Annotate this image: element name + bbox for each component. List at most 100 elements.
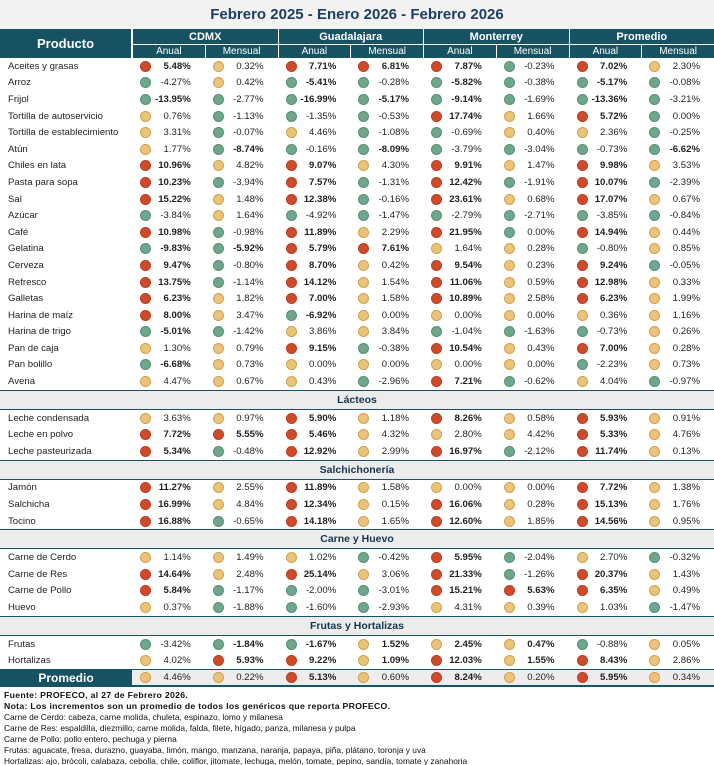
value-label: 1.09% <box>381 655 409 667</box>
table-row: Arroz -4.27% 0.42% -5.41% -0.28% -5.82% -0.38%… <box>0 75 714 92</box>
table-row: Harina de trigo -5.01% -1.42% 3.86% 3.84% -1.… <box>0 324 714 341</box>
yellow-status-dot-icon <box>212 482 224 494</box>
value-label: 5.79% <box>309 243 337 255</box>
value-label: 12.92% <box>303 445 337 457</box>
red-status-dot-icon <box>285 276 297 288</box>
yellow-status-dot-icon <box>212 359 224 371</box>
yellow-status-dot-icon <box>503 359 515 371</box>
red-status-dot-icon <box>212 655 224 667</box>
value-label: 3.31% <box>163 127 191 139</box>
value-label: 3.47% <box>236 309 264 321</box>
value-cell: -0.65% <box>205 513 278 530</box>
red-status-dot-icon <box>285 412 297 424</box>
value-cell: 0.00% <box>350 307 423 324</box>
value-cell: 2.70% <box>569 549 642 566</box>
product-name: Pasta para sopa <box>8 176 78 188</box>
value-label: 0.00% <box>672 110 700 122</box>
value-cell: -1.26% <box>496 566 569 583</box>
value-cell: -1.14% <box>205 274 278 291</box>
green-status-dot-icon <box>649 602 661 614</box>
value-cell: 0.28% <box>641 340 714 357</box>
value-label: 9.24% <box>600 259 628 271</box>
value-cell: -2.00% <box>278 583 351 600</box>
value-label: 0.44% <box>672 226 700 238</box>
value-label: 9.47% <box>163 259 191 271</box>
value-cell: 1.77% <box>132 141 205 158</box>
value-cell: -9.14% <box>423 91 496 108</box>
value-cell: -5.17% <box>350 91 423 108</box>
value-cell: 1.49% <box>205 549 278 566</box>
value-cell: -2.96% <box>350 373 423 390</box>
value-cell: 2.30% <box>641 58 714 75</box>
red-status-dot-icon <box>431 445 442 457</box>
green-status-dot-icon <box>140 359 151 371</box>
value-cell: 12.38% <box>278 191 351 208</box>
yellow-status-dot-icon <box>649 672 661 683</box>
green-status-dot-icon <box>358 376 370 388</box>
value-label: 0.97% <box>236 412 264 424</box>
value-label: 0.00% <box>381 309 409 321</box>
value-cell: 5.79% <box>278 241 351 258</box>
value-label: 1.65% <box>381 515 409 527</box>
value-label: 6.81% <box>381 60 409 72</box>
red-status-dot-icon <box>140 276 151 288</box>
value-label: -1.88% <box>233 602 264 614</box>
value-label: 0.39% <box>527 602 555 614</box>
value-label: -5.92% <box>233 243 264 255</box>
value-label: 16.88% <box>158 515 191 527</box>
value-cell: 1.48% <box>205 191 278 208</box>
red-status-dot-icon <box>576 193 588 205</box>
yellow-status-dot-icon <box>285 359 297 371</box>
value-cell: -8.74% <box>205 141 278 158</box>
value-label: 0.42% <box>381 259 409 271</box>
value-cell: 23.61% <box>423 191 496 208</box>
yellow-status-dot-icon <box>358 672 370 683</box>
value-label: 0.85% <box>672 243 700 255</box>
footnote: Carne de Res: espaldilla, diezmillo, car… <box>4 723 356 733</box>
value-label: 4.32% <box>381 429 409 441</box>
value-cell: 6.23% <box>132 290 205 307</box>
value-cell: 1.14% <box>132 549 205 566</box>
value-cell: 11.06% <box>423 274 496 291</box>
value-label: -0.38% <box>378 342 409 354</box>
value-cell: 0.00% <box>350 357 423 374</box>
yellow-status-dot-icon <box>503 412 515 424</box>
value-label: 1.77% <box>163 143 191 155</box>
product-name: Harina de trigo <box>8 326 71 338</box>
yellow-status-dot-icon <box>140 412 151 424</box>
product-name: Galletas <box>8 293 44 305</box>
value-label: -9.14% <box>451 93 482 105</box>
value-label: -0.25% <box>669 127 700 139</box>
red-status-dot-icon <box>140 515 151 527</box>
red-status-dot-icon <box>285 176 297 188</box>
red-status-dot-icon <box>431 552 442 564</box>
value-cell: 4.46% <box>132 670 205 685</box>
section-header-frutas-y-hortalizas: Frutas y Hortalizas <box>0 615 714 636</box>
value-label: -3.94% <box>233 176 264 188</box>
table-row: Refresco 13.75% -1.14% 14.12% 1.54% 11.06% 0.5… <box>0 274 714 291</box>
value-label: -5.41% <box>305 77 337 89</box>
product-name: Gelatina <box>8 243 44 255</box>
value-cell: 4.30% <box>350 158 423 175</box>
value-cell: -0.97% <box>641 373 714 390</box>
green-status-dot-icon <box>503 93 515 105</box>
green-status-dot-icon <box>140 77 151 89</box>
value-cell: 5.95% <box>569 670 642 685</box>
value-cell: 1.38% <box>641 480 714 497</box>
red-status-dot-icon <box>358 243 370 255</box>
value-cell: 10.98% <box>132 224 205 241</box>
red-status-dot-icon <box>140 309 151 321</box>
product-name: Refresco <box>8 276 47 288</box>
value-cell: 0.37% <box>132 599 205 616</box>
value-label: 20.37% <box>594 568 628 580</box>
value-label: -2.71% <box>524 210 555 222</box>
green-status-dot-icon <box>576 326 588 338</box>
footnote: Hortalizas: ajo, brócoli, calabaza, cebo… <box>4 756 468 765</box>
value-label: -8.74% <box>233 143 264 155</box>
yellow-status-dot-icon <box>503 110 515 122</box>
red-status-dot-icon <box>431 568 442 580</box>
yellow-status-dot-icon <box>358 276 370 288</box>
value-label: -2.12% <box>524 445 555 457</box>
red-status-dot-icon <box>576 226 588 238</box>
red-status-dot-icon <box>431 672 442 683</box>
